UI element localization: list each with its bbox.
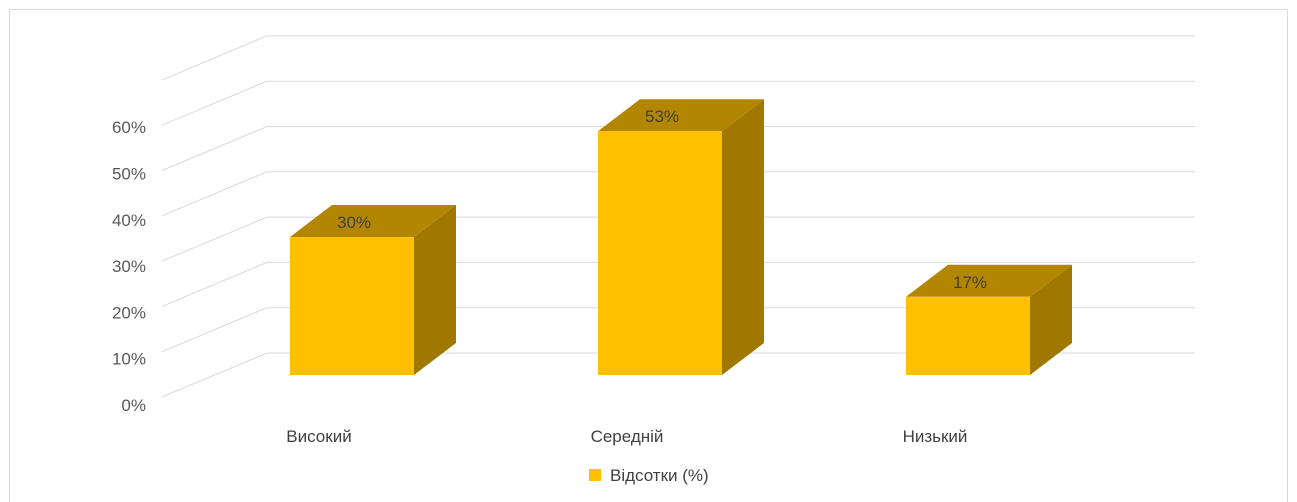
bar [290,237,414,375]
gridline-depth [161,80,268,126]
y-tick-label: 40% [112,211,146,230]
y-tick-label: 30% [112,257,146,276]
gridline-depth [161,261,268,307]
bar-side [722,99,764,375]
gridline-depth [161,216,268,262]
bar-side [414,205,456,375]
gridline-depth [161,171,268,217]
y-tick-label: 50% [112,165,146,184]
bar-side [1030,264,1072,375]
y-tick-label: 20% [112,303,146,322]
data-label: 30% [337,213,371,232]
gridline-depth [161,126,268,171]
x-category-label: Низький [903,427,968,446]
gridline-depth [161,307,268,353]
y-tick-label: 60% [112,118,146,137]
bar-top [290,205,456,237]
bar [598,131,722,375]
bar-top [906,264,1072,297]
legend-label: Відсотки (%) [610,466,709,485]
x-category-label: Високий [286,427,351,446]
gridline-depth [161,35,268,81]
x-category-label: Середній [591,427,664,446]
legend-swatch [589,469,601,481]
y-tick-label: 10% [112,350,146,369]
gridline-depth [161,352,268,398]
data-label: 53% [645,107,679,126]
data-label: 17% [953,273,987,292]
y-tick-label: 0% [121,396,146,415]
bar-top [598,99,764,132]
bar [906,296,1030,375]
